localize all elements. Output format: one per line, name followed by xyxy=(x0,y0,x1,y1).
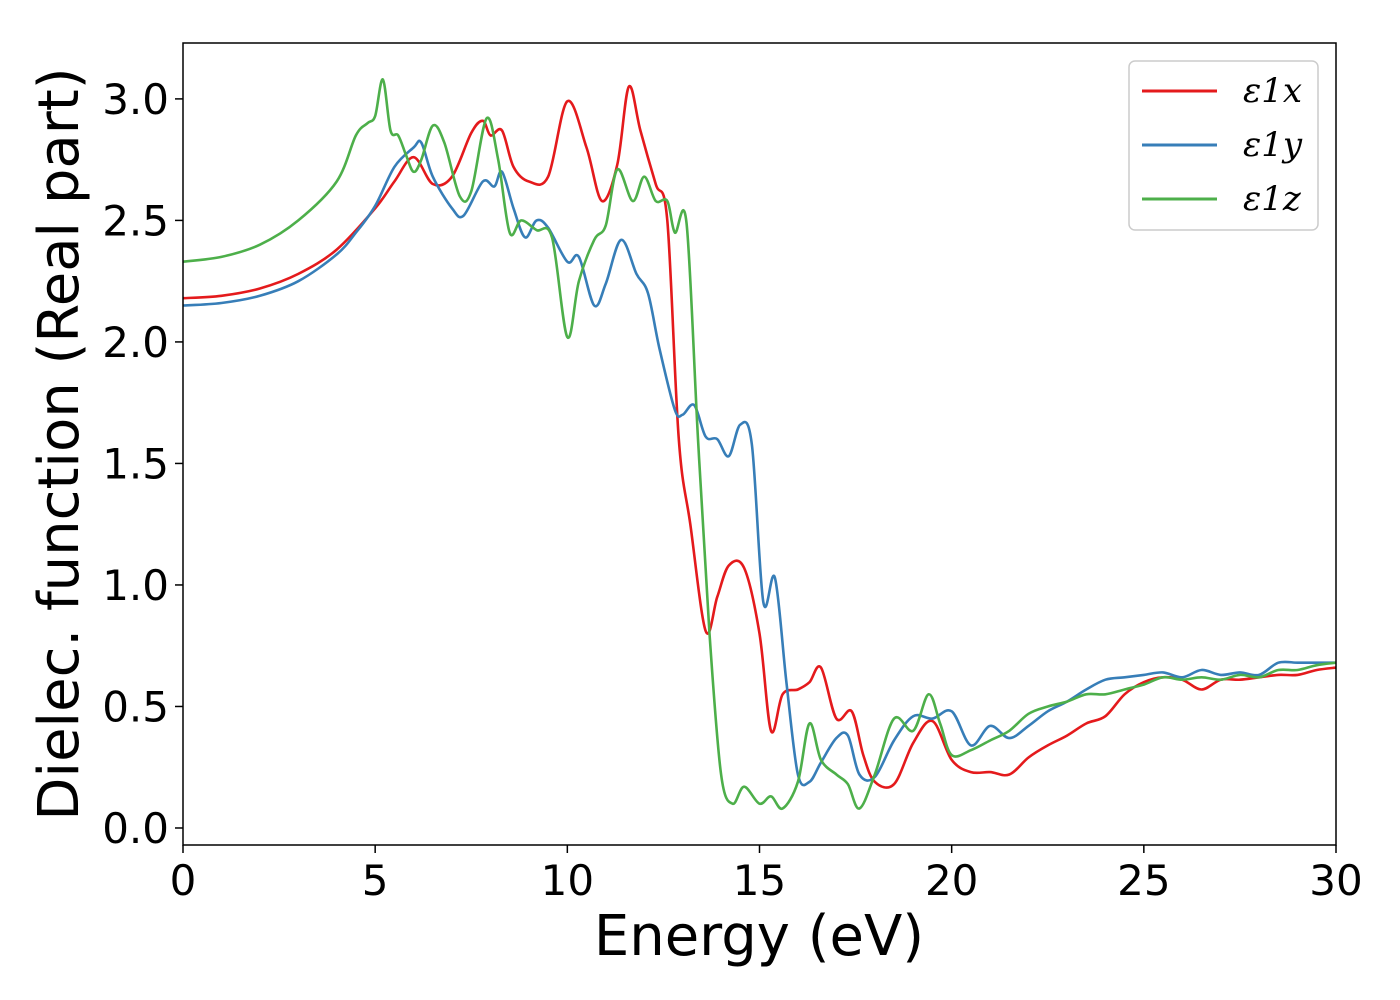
x-tick-label: 10 xyxy=(541,856,594,905)
y-axis: 0.0 0.5 1.0 1.5 2.0 2.5 3.0 xyxy=(102,75,183,853)
series-line-1 xyxy=(182,85,1337,789)
y-tick-label: 1.5 xyxy=(102,439,169,488)
legend-label-3: ε1z xyxy=(1243,179,1302,219)
series-layer xyxy=(182,78,1337,811)
y-tick-label: 2.5 xyxy=(102,196,169,245)
legend-label-2: ε1y xyxy=(1243,125,1303,165)
x-tick-label: 5 xyxy=(362,856,389,905)
x-axis-label: Energy (eV) xyxy=(594,904,924,969)
x-tick-label: 15 xyxy=(733,856,786,905)
legend-label-1: ε1x xyxy=(1243,71,1302,111)
x-tick-label: 30 xyxy=(1309,856,1362,905)
y-tick-label: 2.0 xyxy=(102,318,169,367)
legend-items: ε1x ε1y ε1z xyxy=(1142,71,1303,219)
series-line-3 xyxy=(182,78,1337,811)
y-tick-label: 0.5 xyxy=(102,682,169,731)
y-tick-label: 1.0 xyxy=(102,561,169,610)
y-axis-label: Dielec. function (Real part) xyxy=(27,67,92,820)
x-axis: 0 5 10 15 20 25 30 xyxy=(170,845,1363,905)
x-tick-label: 20 xyxy=(925,856,978,905)
legend-box xyxy=(1128,60,1319,231)
x-tick-label: 0 xyxy=(170,856,197,905)
legend: ε1x ε1y ε1z xyxy=(1128,60,1319,231)
x-tick-label: 25 xyxy=(1117,856,1170,905)
y-tick-label: 0.0 xyxy=(102,804,169,853)
y-tick-label: 3.0 xyxy=(102,75,169,124)
series-line-2 xyxy=(182,139,1336,787)
